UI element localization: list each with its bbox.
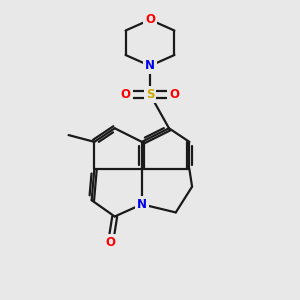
Text: N: N — [145, 59, 155, 72]
Text: N: N — [137, 198, 147, 211]
Text: O: O — [121, 88, 130, 101]
Text: O: O — [106, 236, 116, 249]
Text: O: O — [145, 13, 155, 26]
Text: O: O — [169, 88, 179, 101]
Text: S: S — [146, 88, 154, 101]
